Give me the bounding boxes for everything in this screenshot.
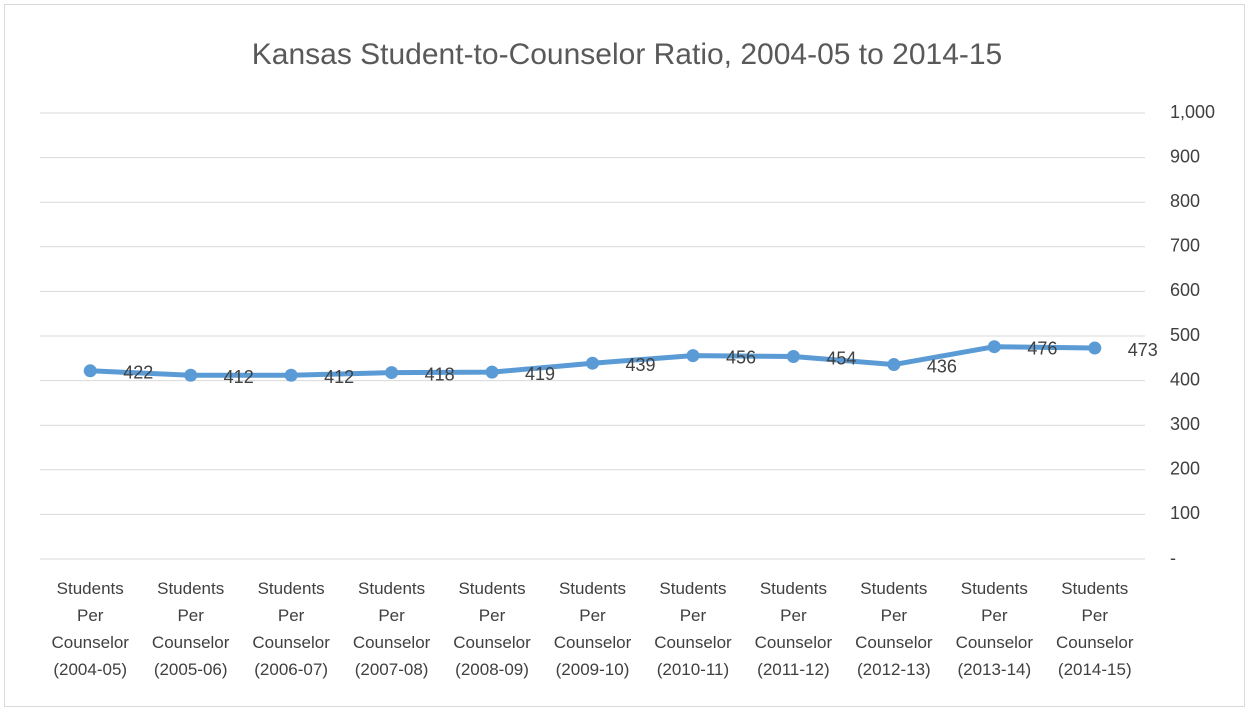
data-label: 473 <box>1128 340 1158 360</box>
data-label: 454 <box>826 348 856 368</box>
data-label: 436 <box>927 356 957 376</box>
point <box>586 356 599 370</box>
point <box>987 340 1001 354</box>
data-label: 476 <box>1027 338 1057 358</box>
point <box>184 368 198 382</box>
x-tick-label: Students Per Counselor (2012-13) <box>855 579 933 679</box>
chart-title: Kansas Student-to-Counselor Ratio, 2004-… <box>252 38 1002 71</box>
y-tick-label: 800 <box>1170 191 1200 211</box>
y-tick-label: 700 <box>1170 236 1200 256</box>
data-label: 422 <box>123 363 153 383</box>
x-tick-label: Students Per Counselor (2009-10) <box>553 579 632 679</box>
x-tick-label: Students Per Counselor (2005-06) <box>151 579 230 679</box>
data-label: 412 <box>324 367 354 387</box>
data-label: 419 <box>525 364 555 384</box>
y-tick-label: 1,000 <box>1170 102 1215 122</box>
data-label: 456 <box>726 347 756 367</box>
y-tick-label: 900 <box>1170 146 1200 166</box>
point <box>284 368 298 382</box>
point <box>686 349 700 363</box>
y-tick-label: 100 <box>1170 503 1200 523</box>
y-tick-label: 200 <box>1170 459 1200 479</box>
x-tick-label: Students Per Counselor (2013-14) <box>955 579 1034 679</box>
y-tick-label: - <box>1170 548 1176 568</box>
chart-border <box>4 4 1245 707</box>
data-label: 412 <box>224 367 254 387</box>
data-label: 439 <box>626 355 656 375</box>
point <box>786 350 800 364</box>
x-tick-label: Students Per Counselor (2004-05) <box>51 579 129 679</box>
point <box>385 366 399 380</box>
point <box>83 364 97 378</box>
x-tick-label: Students Per Counselor (2011-12) <box>754 579 833 679</box>
data-label: 418 <box>425 364 455 384</box>
x-tick-label: Students Per Counselor (2007-08) <box>352 579 431 679</box>
point <box>485 365 499 379</box>
point <box>887 358 901 372</box>
y-tick-label: 400 <box>1170 369 1200 389</box>
y-tick-label: 500 <box>1170 325 1200 345</box>
x-tick-label: Students Per Counselor (2006-07) <box>252 579 330 679</box>
x-tick-label: Students Per Counselor (2014-15) <box>1056 579 1134 679</box>
x-tick-label: Students Per Counselor (2008-09) <box>453 579 531 679</box>
x-tick-label: Students Per Counselor (2010-11) <box>654 579 732 679</box>
point <box>1088 341 1102 355</box>
y-tick-label: 600 <box>1170 280 1200 300</box>
y-tick-label: 300 <box>1170 414 1200 434</box>
